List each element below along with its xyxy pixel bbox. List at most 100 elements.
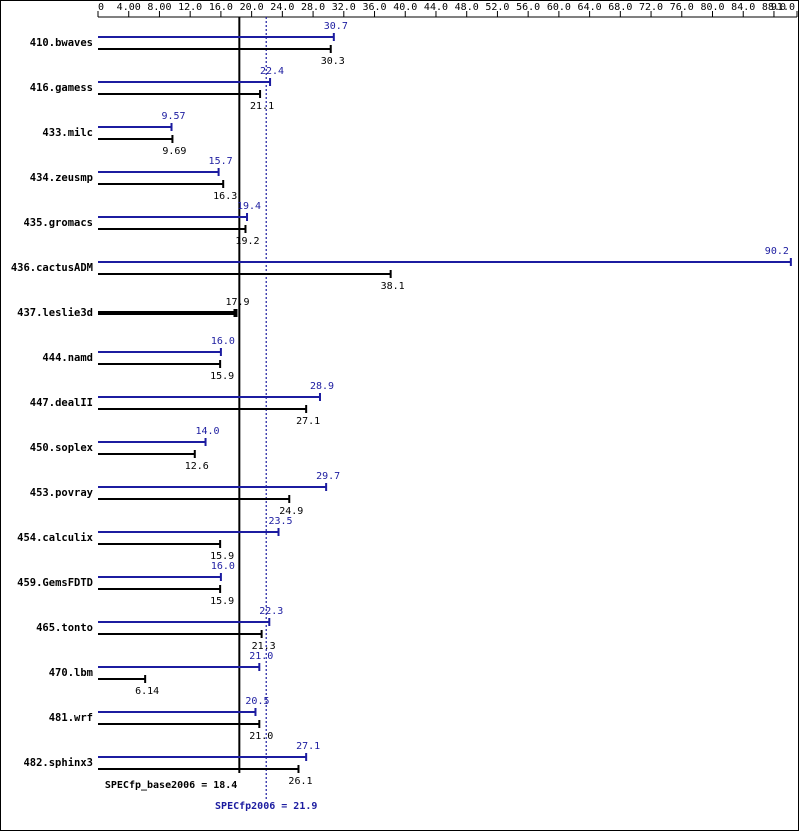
value-label: 15.7 xyxy=(209,156,233,167)
bar xyxy=(98,258,792,266)
category-label: 470.lbm xyxy=(49,667,93,679)
x-tick-label: 40.0 xyxy=(393,2,417,13)
bar xyxy=(98,618,271,626)
x-tick-label: 8.00 xyxy=(147,2,171,13)
x-tick-label: 88.0 xyxy=(762,2,786,13)
x-tick-label: 80.0 xyxy=(700,2,724,13)
category-label: 410.bwaves xyxy=(30,37,93,49)
x-tick-label: 52.0 xyxy=(485,2,509,13)
value-label: 6.14 xyxy=(135,686,159,697)
bar xyxy=(98,270,392,278)
value-label: 24.9 xyxy=(279,506,303,517)
value-label: 15.9 xyxy=(210,551,234,562)
bar xyxy=(98,309,238,317)
bar xyxy=(98,495,291,503)
x-tick-label: 44.0 xyxy=(424,2,448,13)
value-label: 20.5 xyxy=(245,696,269,707)
bar xyxy=(98,438,207,446)
value-label: 29.7 xyxy=(316,471,340,482)
value-label: 17.9 xyxy=(225,297,249,308)
x-tick-label: 84.0 xyxy=(731,2,755,13)
value-label: 21.0 xyxy=(249,651,273,662)
bar xyxy=(98,450,196,458)
bar xyxy=(98,78,272,86)
x-tick-label: 91.0 xyxy=(771,2,795,13)
bar xyxy=(98,675,147,683)
value-label: 15.9 xyxy=(210,371,234,382)
category-label: 444.namd xyxy=(42,352,93,364)
x-tick-label: 56.0 xyxy=(516,2,540,13)
bar xyxy=(98,483,328,491)
value-label: 16.3 xyxy=(213,191,237,202)
value-label: 21.0 xyxy=(249,731,273,742)
bar xyxy=(98,33,335,41)
value-label: 15.9 xyxy=(210,596,234,607)
category-label: 435.gromacs xyxy=(23,217,93,229)
category-label: 447.dealII xyxy=(30,397,93,409)
x-tick-label: 32.0 xyxy=(332,2,356,13)
bar xyxy=(98,90,262,98)
category-label: 454.calculix xyxy=(17,532,94,544)
category-label: 465.tonto xyxy=(36,622,93,634)
x-tick-label: 76.0 xyxy=(670,2,694,13)
category-label: 450.soplex xyxy=(30,442,94,454)
x-tick-label: 36.0 xyxy=(362,2,386,13)
value-label: 21.3 xyxy=(252,641,276,652)
x-tick-label: 72.0 xyxy=(639,2,663,13)
bar xyxy=(98,348,222,356)
reference-label: SPECfp_base2006 = 18.4 xyxy=(105,780,237,791)
value-label: 38.1 xyxy=(381,281,405,292)
bar xyxy=(98,708,257,716)
x-tick-label: 20.0 xyxy=(240,2,264,13)
x-tick-label: 12.0 xyxy=(178,2,202,13)
bar xyxy=(98,123,173,131)
x-tick-label: 24.0 xyxy=(270,2,294,13)
value-label: 19.4 xyxy=(237,201,261,212)
category-label: 482.sphinx3 xyxy=(23,757,93,769)
x-tick-label: 48.0 xyxy=(455,2,479,13)
value-label: 9.57 xyxy=(161,111,185,122)
value-label: 14.0 xyxy=(195,426,219,437)
category-label: 416.gamess xyxy=(30,82,93,94)
bar xyxy=(98,405,308,413)
bar xyxy=(98,540,222,548)
value-label: 9.69 xyxy=(162,146,186,157)
category-label: 459.GemsFDTD xyxy=(17,577,93,589)
bar xyxy=(98,168,220,176)
value-label: 22.3 xyxy=(259,606,283,617)
x-tick-label: 4.00 xyxy=(117,2,141,13)
value-label: 16.0 xyxy=(211,561,235,572)
x-tick-label: 64.0 xyxy=(578,2,602,13)
value-label: 28.9 xyxy=(310,381,334,392)
value-label: 27.1 xyxy=(296,741,320,752)
value-label: 30.3 xyxy=(321,56,345,67)
bar xyxy=(98,753,308,761)
value-label: 19.2 xyxy=(235,236,259,247)
bar xyxy=(98,720,261,728)
bar xyxy=(98,585,222,593)
x-tick-label: 60.0 xyxy=(547,2,571,13)
bar xyxy=(98,528,280,536)
x-tick-label: 0 xyxy=(98,2,104,13)
bar xyxy=(98,135,174,143)
bar xyxy=(98,630,263,638)
category-label: 433.milc xyxy=(42,127,93,139)
value-label: 30.7 xyxy=(324,21,348,32)
x-tick-label: 68.0 xyxy=(608,2,632,13)
value-label: 22.4 xyxy=(260,66,284,77)
bar xyxy=(98,225,247,233)
category-label: 481.wrf xyxy=(49,712,93,724)
category-label: 436.cactusADM xyxy=(11,262,93,274)
category-label: 453.povray xyxy=(30,487,94,499)
x-tick-label: 28.0 xyxy=(301,2,325,13)
bar xyxy=(98,765,300,773)
reference-label: SPECfp2006 = 21.9 xyxy=(215,801,317,812)
bar xyxy=(98,663,261,671)
x-tick-label: 16.0 xyxy=(209,2,233,13)
value-label: 26.1 xyxy=(288,776,312,787)
value-label: 21.1 xyxy=(250,101,274,112)
bar xyxy=(98,360,222,368)
value-label: 16.0 xyxy=(211,336,235,347)
